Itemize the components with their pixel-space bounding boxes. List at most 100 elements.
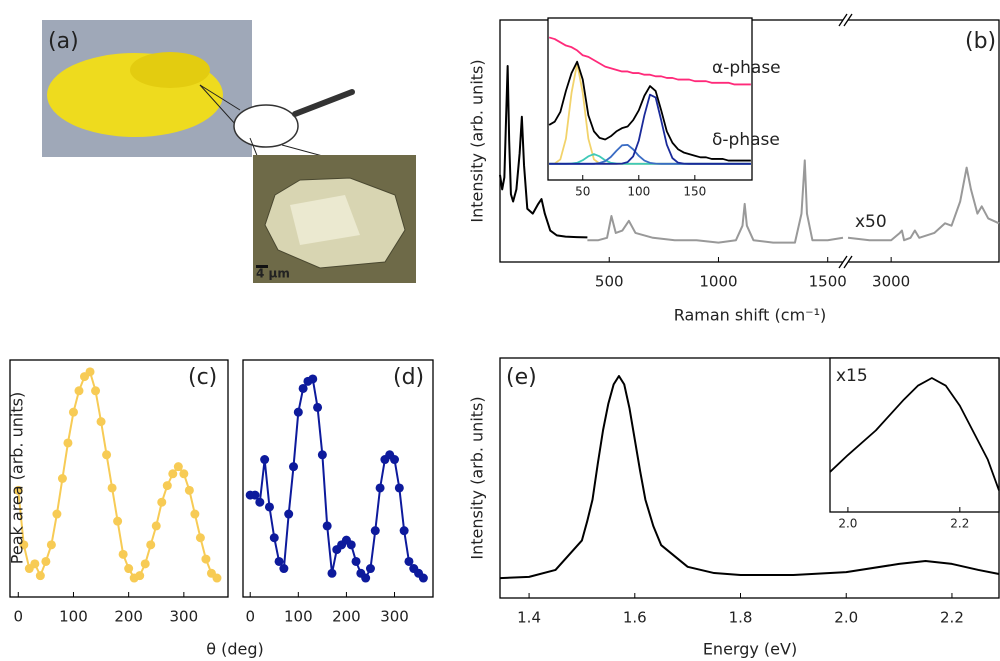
x-tick-label: 1.8 <box>729 609 753 627</box>
x-tick-label: 0 <box>14 608 24 626</box>
plot-frame <box>242 359 434 598</box>
magnifier <box>233 104 299 148</box>
data-point <box>113 516 123 526</box>
data-point <box>293 407 303 417</box>
axis-break-mark <box>838 13 848 27</box>
axis-break-mark <box>843 13 853 27</box>
data-point <box>317 450 327 460</box>
series-line <box>587 159 844 244</box>
data-point <box>365 564 375 574</box>
data-point <box>212 573 222 583</box>
data-point <box>201 554 211 564</box>
data-point <box>255 497 265 507</box>
series-line <box>499 375 1000 580</box>
series-label: δ-phase <box>712 130 780 150</box>
x-tick-label: 1.6 <box>623 609 647 627</box>
series-line <box>548 36 751 86</box>
crystal-facet <box>290 195 360 245</box>
data-point <box>151 521 161 531</box>
data-point <box>140 559 150 569</box>
series-line <box>549 93 751 165</box>
panel-label: (a) <box>48 29 79 54</box>
x-axis-label: Raman shift (cm⁻¹) <box>674 306 827 325</box>
zoom-line <box>199 84 241 111</box>
x-tick-label: 0 <box>245 608 255 626</box>
data-point <box>13 485 23 495</box>
x-axis-label: Energy (eV) <box>703 640 797 659</box>
data-point <box>102 450 112 460</box>
x-tick-label: 3000 <box>872 273 910 291</box>
x-tick-label: 200 <box>114 608 143 626</box>
data-point <box>264 502 274 512</box>
photo-panel: 4 µm (a) <box>42 20 416 283</box>
plot-frame <box>547 17 753 181</box>
x-tick-label: 500 <box>595 273 624 291</box>
data-point <box>107 483 117 493</box>
data-point <box>74 386 84 396</box>
magnifier-handle <box>292 89 355 117</box>
data-point <box>162 481 172 491</box>
x-tick-label: 300 <box>170 608 199 626</box>
data-point <box>289 462 299 472</box>
zoom-line <box>249 137 259 159</box>
data-point <box>190 509 200 519</box>
panel-label: (e) <box>506 365 537 390</box>
data-point <box>63 438 73 448</box>
data-point <box>284 509 294 519</box>
data-point <box>157 497 167 507</box>
data-point <box>35 571 45 581</box>
x-tick-label: 2.2 <box>940 609 964 627</box>
data-point <box>68 407 78 417</box>
data-point <box>30 559 40 569</box>
panel-label: (d) <box>393 365 424 390</box>
data-point <box>184 485 194 495</box>
powder-shade <box>130 52 210 88</box>
axis-break-mark <box>843 255 853 269</box>
x-tick-label: 200 <box>332 608 361 626</box>
series-line <box>847 166 1000 242</box>
data-point <box>41 556 51 566</box>
series-line <box>829 377 1000 491</box>
data-point <box>124 564 134 574</box>
data-point <box>418 573 428 583</box>
axis-break-gap <box>843 18 848 22</box>
x-tick-label: 50 <box>575 185 590 199</box>
data-point <box>404 556 414 566</box>
y-axis-label: Intensity (arb. units) <box>468 59 487 222</box>
panel-label: (c) <box>188 365 217 390</box>
data-point <box>269 533 279 543</box>
x-tick-label: 150 <box>683 185 706 199</box>
data-point <box>57 474 67 483</box>
data-point <box>279 564 289 574</box>
data-point <box>322 521 332 531</box>
data-point <box>146 540 156 550</box>
data-point <box>346 540 356 550</box>
data-point <box>375 483 385 493</box>
x-tick-label: 1000 <box>699 273 737 291</box>
data-point <box>96 417 106 427</box>
data-point <box>308 374 318 384</box>
data-point <box>370 526 380 536</box>
annotation: x15 <box>836 366 868 386</box>
y-axis-label: Peak area (arb. units) <box>8 392 27 564</box>
data-point <box>195 533 205 543</box>
data-point <box>91 386 101 396</box>
x-tick-label: 2.0 <box>838 517 857 531</box>
data-point <box>390 455 400 465</box>
data-point <box>135 571 145 581</box>
x-tick-label: 2.0 <box>834 609 858 627</box>
series-label: α-phase <box>712 58 781 78</box>
x-axis-label: θ (deg) <box>206 640 264 659</box>
panel-label: (b) <box>965 29 996 54</box>
x-tick-label: 1.4 <box>517 609 541 627</box>
data-point <box>260 455 270 465</box>
data-point <box>394 483 404 493</box>
data-point <box>361 573 371 583</box>
data-point <box>52 509 62 519</box>
data-point <box>173 462 183 472</box>
data-point <box>250 490 260 500</box>
plot-frame <box>829 357 1000 513</box>
x-tick-label: 1500 <box>809 273 847 291</box>
axis-break-mark <box>838 255 848 269</box>
